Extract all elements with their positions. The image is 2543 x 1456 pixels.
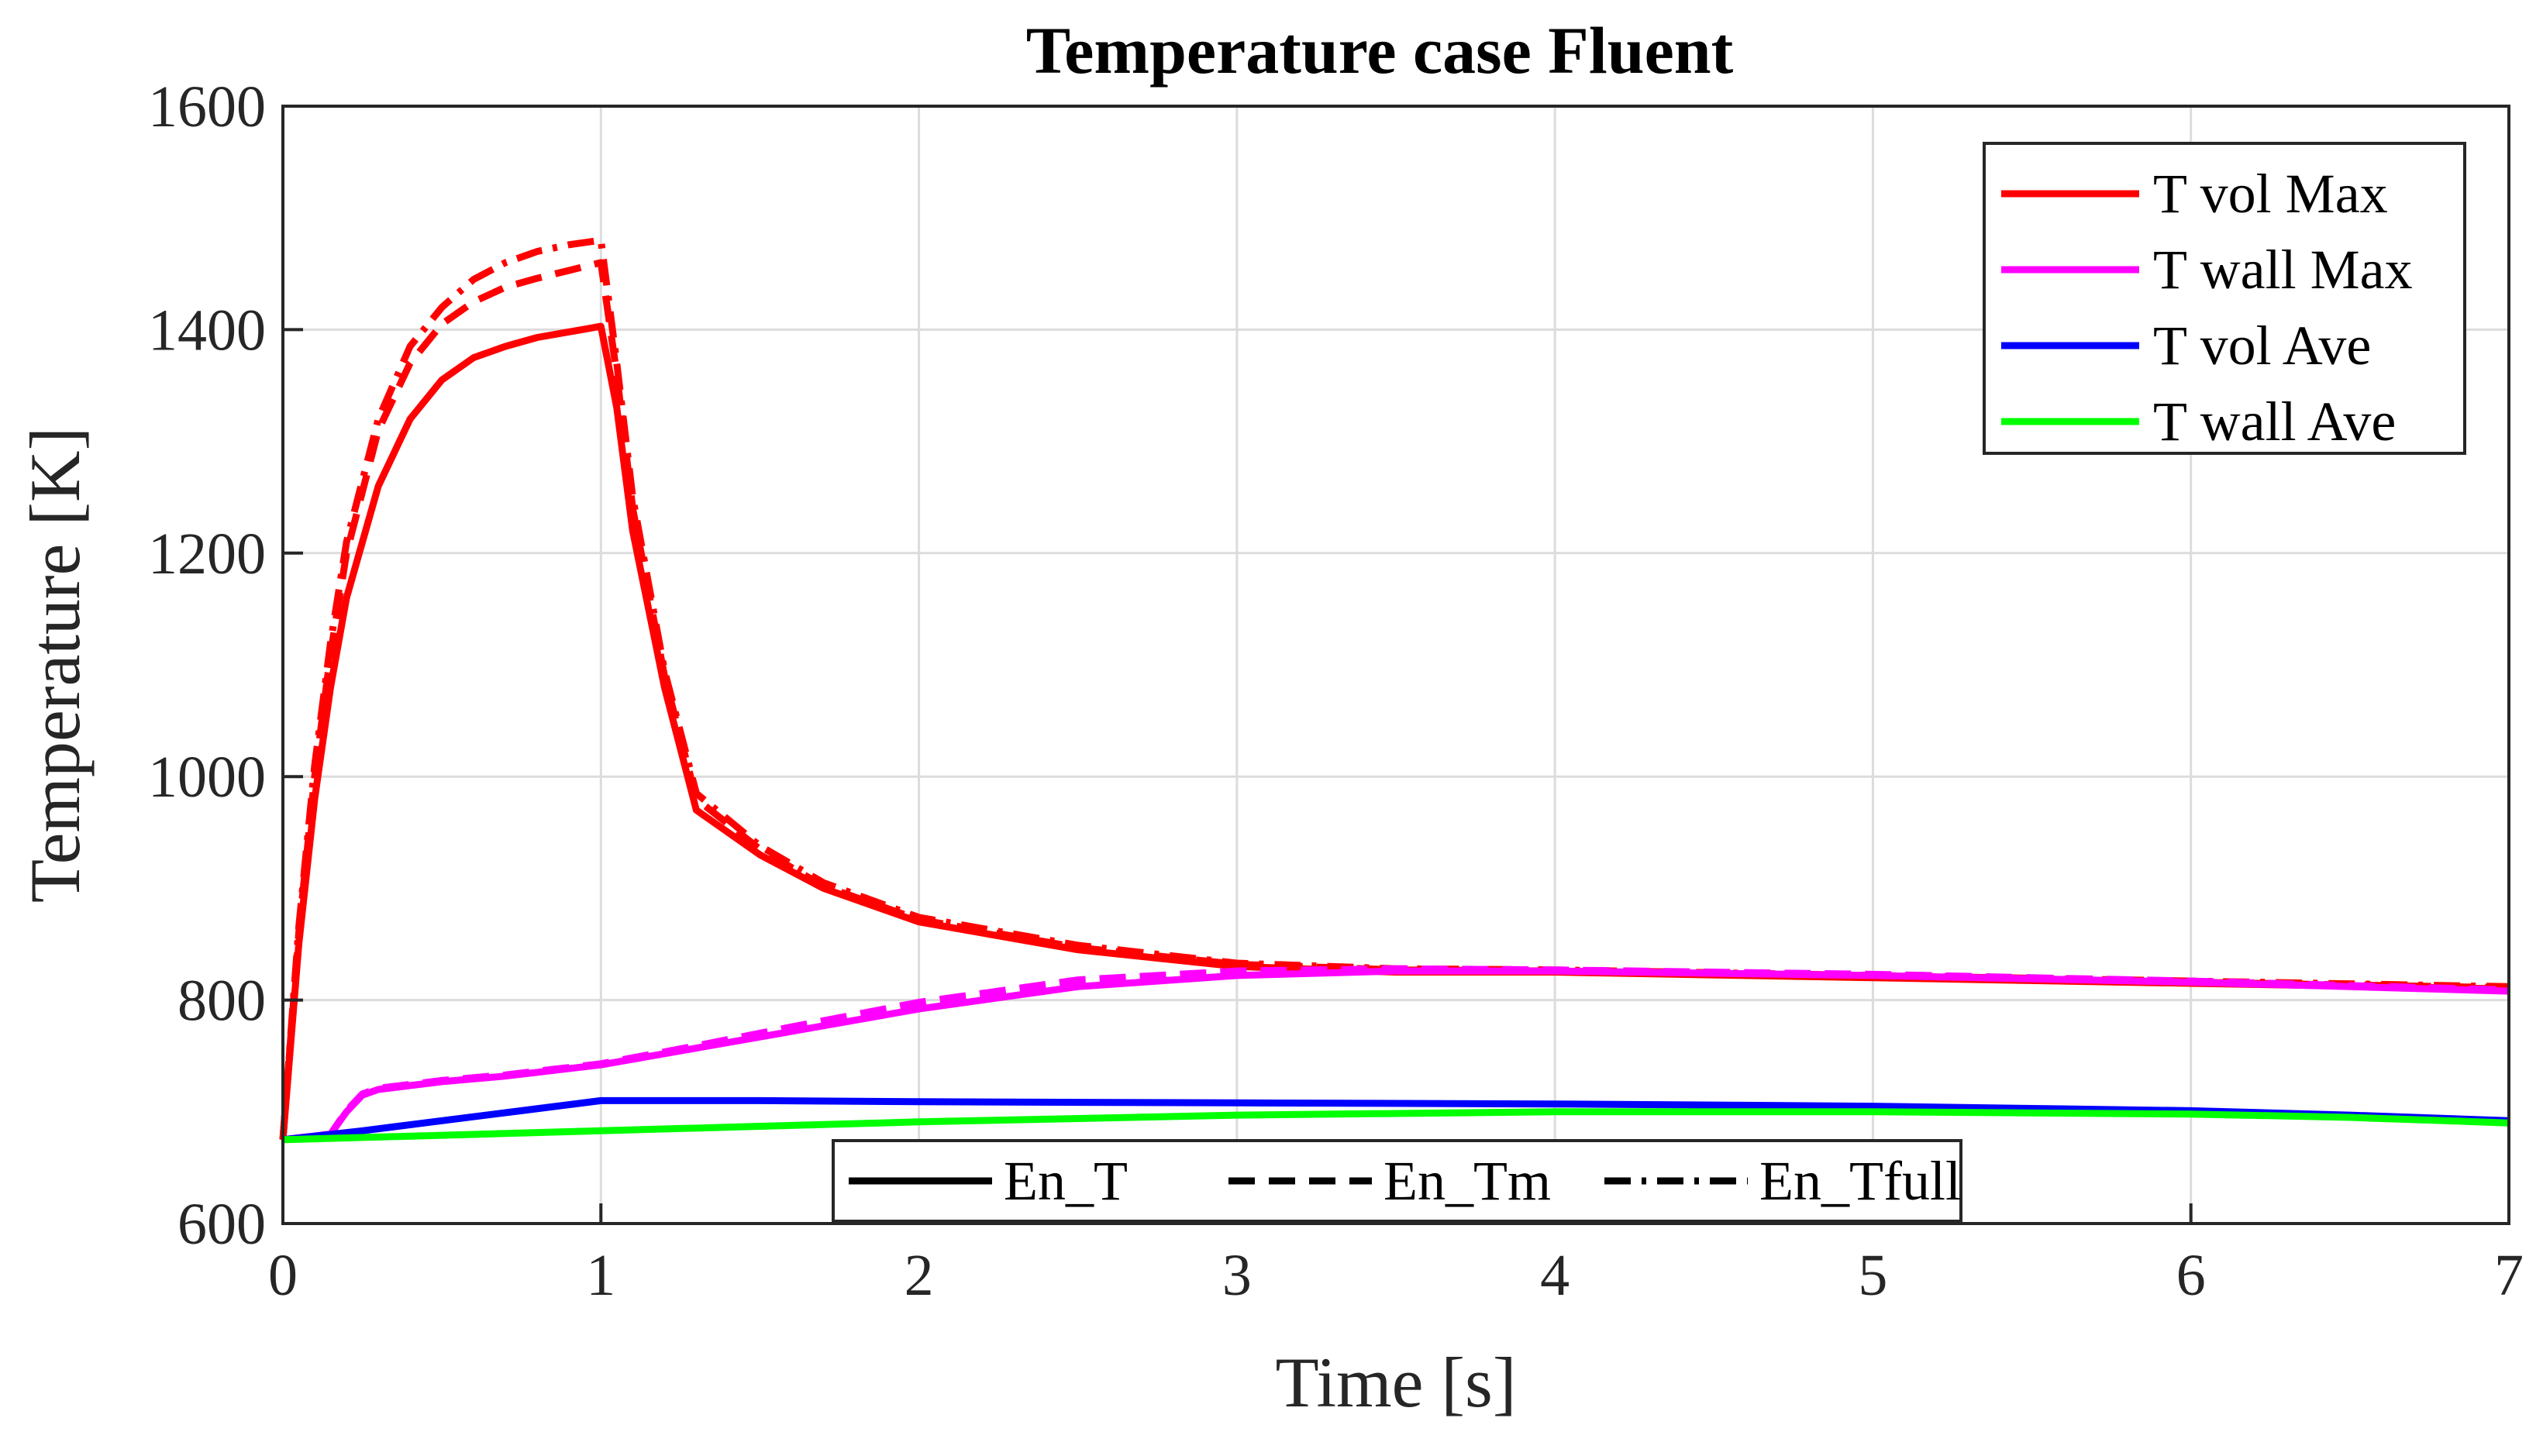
x-tick-label: 4 [1540, 1243, 1570, 1308]
x-tick-label: 5 [1858, 1243, 1887, 1308]
ticks: 0 1 2 3 4 5 6 7 600 800 1000 1200 1400 1600 [148, 74, 2524, 1308]
x-tick-label: 6 [2176, 1243, 2206, 1308]
series-line-t-wall-ave-en-t [282, 1108, 2510, 1144]
x-tick-label: 3 [1222, 1243, 1252, 1308]
y-tick-label: 800 [177, 969, 266, 1034]
y-axis-label: Temperature [K] [16, 427, 95, 903]
y-tick-label: 1000 [148, 745, 266, 810]
legend-color-label: T vol Max [2153, 163, 2388, 225]
x-tick-label: 7 [2494, 1243, 2524, 1308]
y-tick-label: 600 [177, 1192, 266, 1257]
series-line-t-vol-ave-en-t [282, 1096, 2510, 1144]
series-line-t-wall-max-en-tm [282, 965, 2510, 1144]
legend-style: En_T En_Tm En_Tfull [832, 1139, 1962, 1223]
series-layer [279, 236, 2510, 1144]
legend-color-label: T wall Max [2153, 239, 2413, 301]
y-tick-label: 1200 [148, 521, 266, 587]
y-tick-label: 1400 [148, 298, 266, 363]
x-axis-label: Time [s] [1276, 1343, 1517, 1422]
legend-style-label: En_T [1004, 1150, 1128, 1212]
legend-style-box [832, 1139, 1962, 1223]
y-tick-label: 1600 [148, 74, 266, 139]
chart-title: Temperature case Fluent [1026, 13, 1734, 88]
legend-style-label: En_Tfull [1759, 1150, 1961, 1212]
legend-color: T vol Max T wall Max T vol Ave T wall Ave [1983, 142, 2466, 455]
x-tick-label: 0 [268, 1243, 298, 1308]
legend-color-label: T wall Ave [2153, 391, 2396, 453]
x-tick-label: 1 [586, 1243, 615, 1308]
x-tick-label: 2 [905, 1243, 934, 1308]
legend-color-label: T vol Ave [2153, 315, 2371, 377]
legend-style-label: En_Tm [1383, 1150, 1551, 1212]
axes-box [281, 105, 2510, 1225]
